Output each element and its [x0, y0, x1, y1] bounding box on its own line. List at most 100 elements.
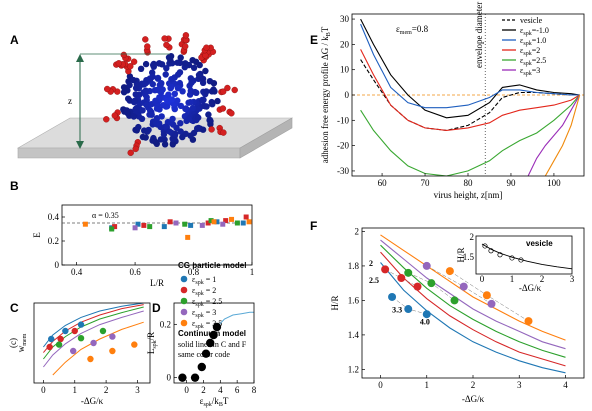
- panel-f-inset-point: [518, 257, 524, 263]
- vesicle-bead: [133, 81, 141, 88]
- panel-c-frame: [33, 302, 151, 384]
- panel-f-xtick-label: 1: [425, 380, 430, 390]
- vesicle-bead: [211, 88, 218, 95]
- spike-bead: [161, 35, 168, 42]
- panel-b-point-c3: [220, 221, 226, 227]
- vesicle-bead: [126, 81, 133, 89]
- cg-legend-marker: [180, 319, 188, 327]
- panel-e-ytick-label: 30: [340, 14, 350, 24]
- panel-b-point-c35: [211, 219, 217, 225]
- cg-legend-label: εspk = 2: [192, 286, 216, 297]
- vesicle-bead: [190, 64, 198, 72]
- panel-c-curve-c25: [43, 306, 144, 360]
- cg-legend-marker: [180, 297, 188, 305]
- panel-f-point-c1: [404, 305, 413, 314]
- vesicle-bead: [191, 88, 199, 96]
- vesicle-bead: [175, 71, 182, 78]
- vesicle-bead: [169, 135, 176, 142]
- panel-d-ytick-label: 0.2: [160, 319, 171, 329]
- panel-b-point-c3: [173, 220, 179, 226]
- arrow-head-bottom: [76, 141, 84, 149]
- panel-label-a: A: [10, 33, 19, 47]
- spike-bead: [130, 58, 138, 65]
- panel-e-ytick-label: 20: [340, 39, 350, 49]
- panel-b-point-c3: [199, 222, 205, 228]
- panel-e-legend-label: εspk=1.0: [520, 36, 546, 47]
- vesicle-bead: [174, 85, 182, 92]
- panel-b-ytick-label: 0: [55, 260, 60, 270]
- panel-b-point-c25: [182, 221, 188, 227]
- vesicle-bead: [125, 95, 132, 102]
- panel-f-curve-label: 2.5: [369, 276, 379, 285]
- panel-d-point: [197, 362, 206, 372]
- panel-f-ytick-label: 1.4: [348, 330, 360, 340]
- vesicle-bead: [155, 60, 163, 67]
- spike-bead: [144, 43, 151, 50]
- panel-b-point-c2: [243, 214, 249, 220]
- spike-bead: [103, 116, 110, 123]
- panel-f-curve-c1: [380, 262, 566, 374]
- vesicle-bead: [205, 111, 212, 118]
- panel-f-point-c1: [388, 292, 397, 301]
- panel-e-legend-label: εspk=3: [520, 66, 540, 77]
- panel-f-inset-xtick: 0: [480, 274, 485, 284]
- vesicle-bead: [131, 97, 139, 104]
- panel-f-point-c35: [445, 267, 454, 276]
- panel-c-point-c25: [77, 335, 85, 342]
- panel-f-inset-title: vesicle: [526, 239, 553, 248]
- panel-c-point-c2: [71, 327, 78, 335]
- spike-bead: [220, 129, 227, 136]
- vesicle-bead: [206, 116, 214, 124]
- vesicle-bead: [146, 75, 153, 82]
- panel-d-xtick-label: 8: [252, 385, 257, 395]
- panel-f-point-c2: [413, 282, 422, 291]
- vesicle-bead: [158, 80, 165, 87]
- panel-f-point-c35: [524, 317, 533, 326]
- panel-f-point-c3: [459, 282, 468, 291]
- vesicle-bead: [150, 61, 157, 69]
- panel-c-curve-c35: [52, 321, 144, 376]
- panel-f-curve-c3: [380, 239, 566, 350]
- panel-f-inset-xtick: 1: [510, 274, 515, 284]
- panel-f-inset-ytick: 1.5: [463, 252, 475, 262]
- panel-f-inset-point: [509, 255, 515, 261]
- panel-f-xtick-label: 2: [471, 380, 476, 390]
- vesicle-bead: [174, 59, 181, 66]
- vesicle-bead: [142, 87, 149, 94]
- continuum-title: Continuum model: [178, 329, 246, 338]
- spike-bead: [111, 112, 119, 119]
- panel-e-xtick-label: 100: [547, 178, 561, 188]
- panel-label-f: F: [310, 219, 317, 233]
- panel-c-ylabel-group: wmem(c): [8, 333, 28, 352]
- panel-label-e: E: [310, 33, 318, 47]
- vesicle-bead: [135, 123, 142, 131]
- panel-f-point-c3: [422, 261, 431, 270]
- panel-b-point-c1: [240, 220, 246, 226]
- panel-f-point-c2: [381, 265, 390, 274]
- vesicle-bead: [130, 113, 137, 120]
- panel-b-point-c2: [112, 224, 118, 230]
- panel-e-chart: 60 70 80 90 100 -30 -20 -10 0 10 20 30 envelope diam…: [320, 2, 585, 200]
- vesicle-bead: [209, 101, 216, 108]
- panel-d-ylabel-group: Lspk/R: [146, 332, 158, 354]
- panel-c-point-c3: [109, 333, 116, 340]
- panel-f-inset-bg: [476, 236, 572, 274]
- vesicle-bead: [162, 71, 169, 78]
- vesicle-bead: [187, 99, 194, 106]
- panel-label-c: C: [10, 301, 19, 315]
- vesicle-bead: [199, 75, 207, 83]
- panel-c-point-c1: [62, 327, 69, 335]
- continuum-line1: solid lines in C and F: [178, 340, 247, 349]
- panel-b-ylabel: E: [32, 232, 42, 238]
- spike-bead: [219, 88, 227, 95]
- vesicle-bead: [152, 97, 159, 105]
- panel-c-point-c35: [87, 355, 94, 363]
- panel-f-inset-ytick: 2: [470, 232, 475, 242]
- panel-d-point: [209, 330, 218, 340]
- panel-f-inset-xlabel: -ΔG/κ: [519, 283, 542, 293]
- panel-f-curve-label: 4.0: [420, 318, 430, 327]
- panel-e-curve-orange: [544, 94, 581, 176]
- panel-f-curve-label: 3.3: [392, 305, 402, 314]
- panel-f-chart: 22.53.34.00 1 2 3 41.21.41.61.82-ΔG/κH/R0 1 2 3…: [330, 226, 585, 404]
